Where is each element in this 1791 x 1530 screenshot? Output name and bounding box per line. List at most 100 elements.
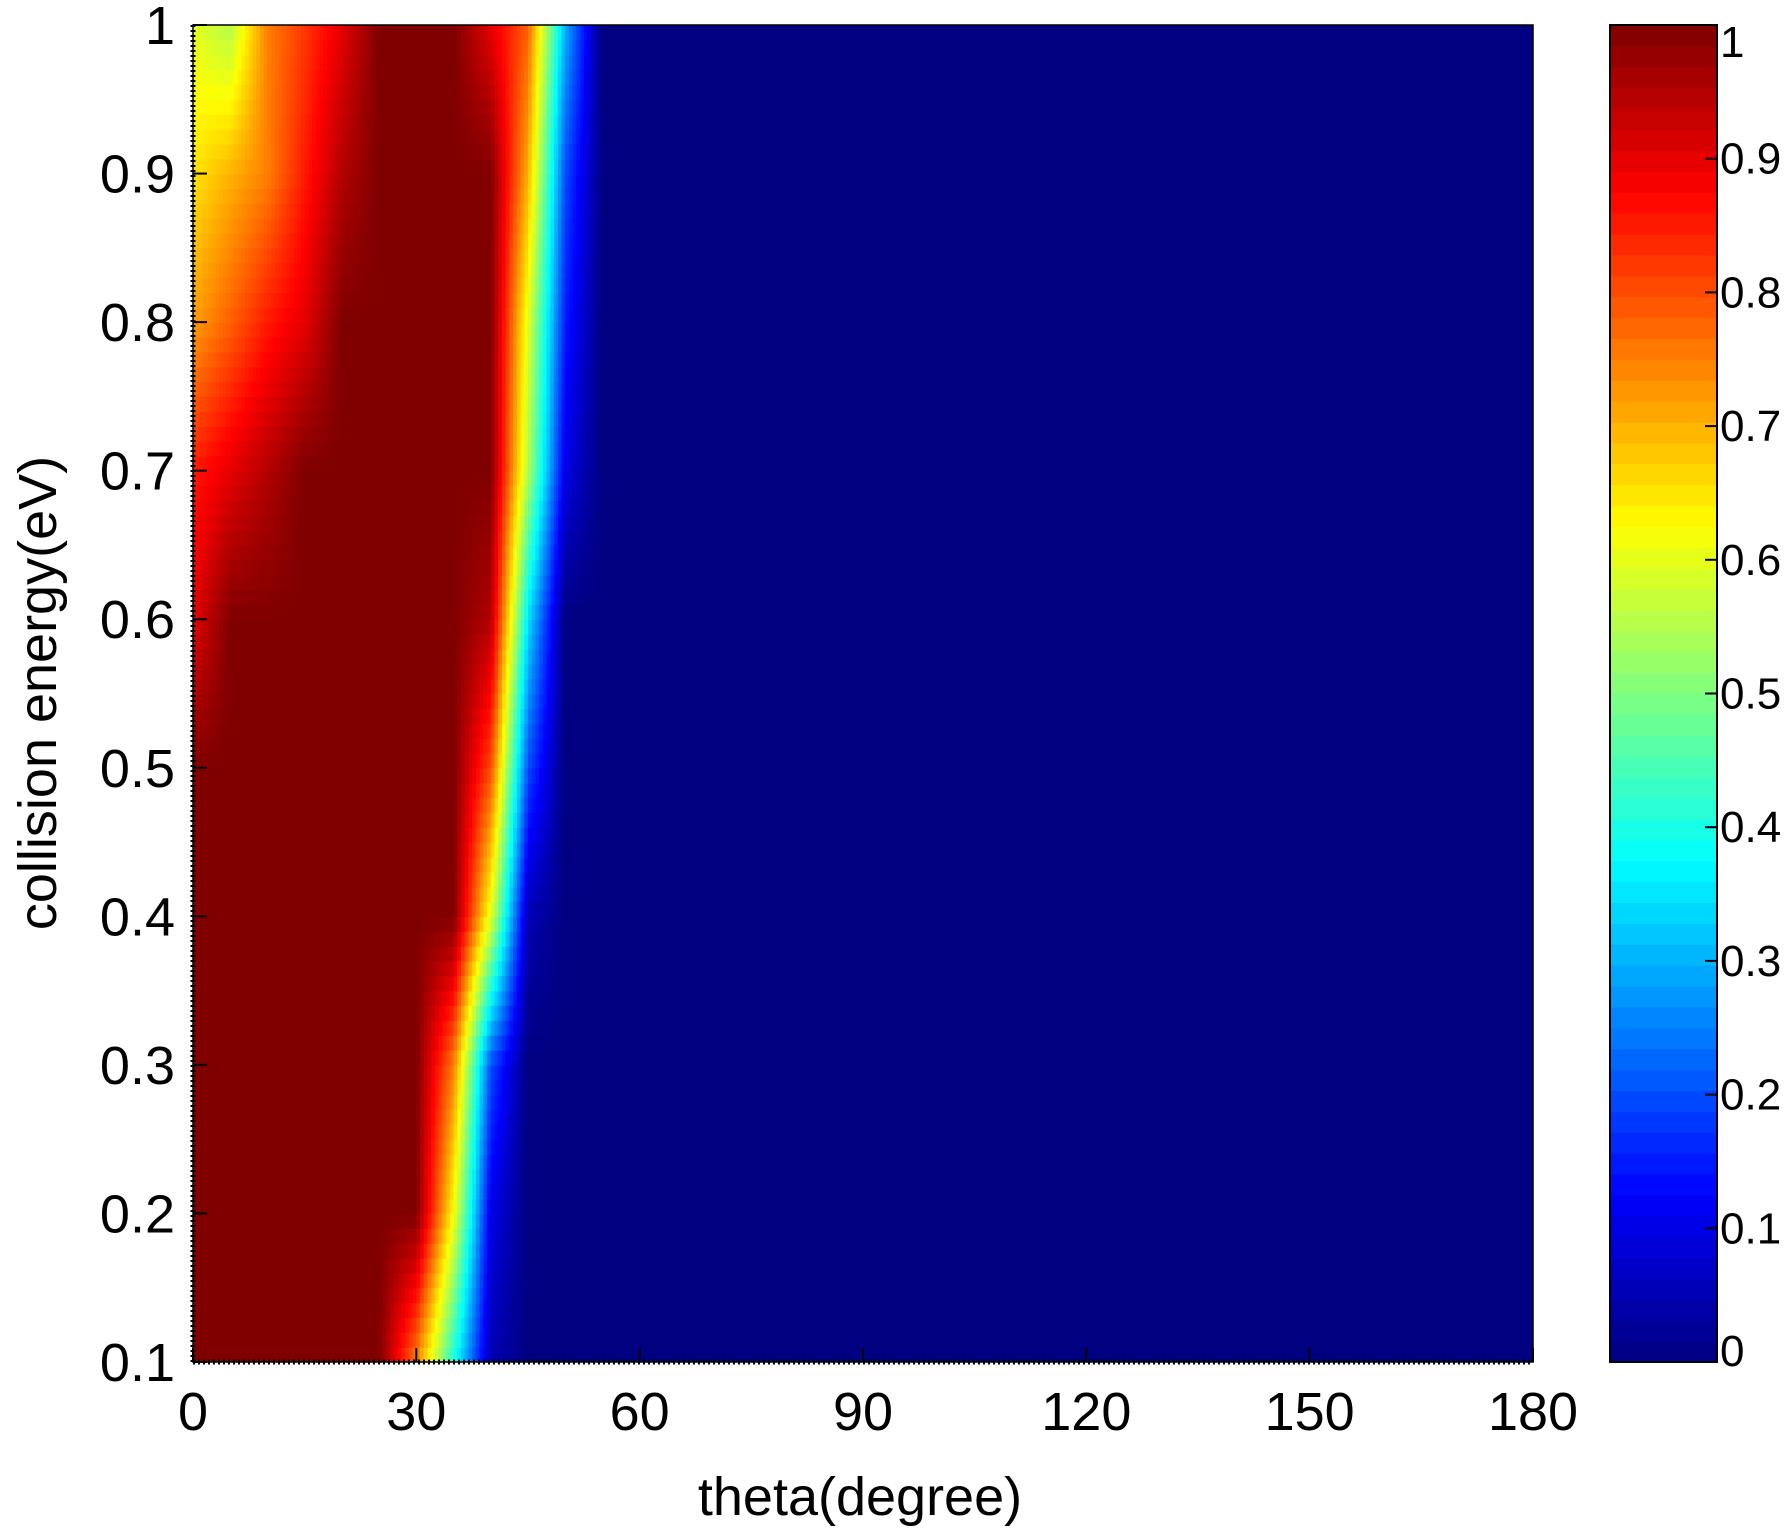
heatmap-cell xyxy=(341,812,347,828)
heatmap-cell xyxy=(449,1272,455,1289)
heatmap-cell xyxy=(271,871,276,888)
heatmap-cell xyxy=(207,856,213,873)
heatmap-cell xyxy=(568,1183,574,1200)
heatmap-cell xyxy=(278,1124,283,1140)
heatmap-cell xyxy=(546,1064,551,1081)
heatmap-cell xyxy=(304,1139,309,1155)
heatmap-cell xyxy=(397,1198,403,1215)
heatmap-cell xyxy=(568,797,574,813)
heatmap-cell xyxy=(487,1168,492,1185)
heatmap-cell xyxy=(356,871,362,888)
heatmap-cell xyxy=(345,871,350,888)
heatmap-cell xyxy=(487,1287,492,1304)
heatmap-cell xyxy=(386,1154,391,1170)
heatmap-cell xyxy=(595,723,600,739)
heatmap-cell xyxy=(565,975,570,992)
heatmap-cell xyxy=(394,1258,399,1274)
heatmap-cell xyxy=(580,1332,585,1348)
heatmap-cell xyxy=(334,1124,339,1140)
heatmap-cell xyxy=(464,827,470,843)
heatmap-cell xyxy=(248,990,254,1007)
heatmap-cell xyxy=(364,842,369,858)
heatmap-cell xyxy=(442,1050,447,1066)
heatmap-cell xyxy=(528,1228,533,1244)
heatmap-cell xyxy=(334,960,339,977)
heatmap-cell xyxy=(453,1213,458,1229)
heatmap-cell xyxy=(286,842,291,858)
heatmap-cell xyxy=(371,990,376,1007)
heatmap-cell xyxy=(308,827,313,843)
heatmap-cell xyxy=(252,1139,257,1155)
heatmap-cell xyxy=(572,901,577,917)
heatmap-cell xyxy=(271,1154,276,1170)
heatmap-cell xyxy=(345,1050,350,1066)
heatmap-cell xyxy=(215,1332,220,1348)
heatmap-cell xyxy=(204,916,209,932)
heatmap-cell xyxy=(356,856,362,873)
heatmap-cell xyxy=(542,1332,548,1348)
heatmap-cell xyxy=(587,752,592,769)
heatmap-cell xyxy=(420,693,425,709)
heatmap-cell xyxy=(241,1213,246,1229)
heatmap-cell xyxy=(282,871,287,888)
heatmap-cell xyxy=(464,886,470,903)
heatmap-cell xyxy=(446,812,451,828)
heatmap-cell xyxy=(241,901,246,917)
heatmap-cell xyxy=(233,738,239,754)
heatmap-cell xyxy=(475,1154,481,1170)
heatmap-cell xyxy=(557,1272,563,1289)
heatmap-cell xyxy=(334,1079,339,1096)
heatmap-cell xyxy=(312,782,317,799)
heatmap-cell xyxy=(297,1302,302,1319)
heatmap-cell xyxy=(498,1317,503,1333)
heatmap-cell xyxy=(531,1168,537,1185)
heatmap-cell xyxy=(312,693,317,709)
heatmap-cell xyxy=(505,693,510,709)
heatmap-cell xyxy=(267,975,272,992)
heatmap-cell xyxy=(211,1183,216,1200)
heatmap-cell xyxy=(334,946,339,962)
heatmap-cell xyxy=(505,842,510,858)
heatmap-cell xyxy=(528,1332,533,1348)
heatmap-cell xyxy=(416,1168,421,1185)
heatmap-cell xyxy=(483,708,488,724)
heatmap-cell xyxy=(479,1228,484,1244)
heatmap-cell xyxy=(293,1079,298,1096)
heatmap-cell xyxy=(297,990,302,1007)
heatmap-cell xyxy=(513,1124,518,1140)
heatmap-cell xyxy=(196,1035,202,1051)
heatmap-cell xyxy=(580,886,585,903)
heatmap-cell xyxy=(338,1243,343,1259)
heatmap-cell xyxy=(345,1094,350,1111)
heatmap-cell xyxy=(282,1347,287,1362)
heatmap-cell xyxy=(442,767,447,784)
heatmap-cell xyxy=(490,1035,496,1051)
heatmap-cell xyxy=(200,1005,205,1021)
heatmap-cell xyxy=(583,990,589,1007)
heatmap-cell xyxy=(319,752,324,769)
heatmap-cell xyxy=(401,1139,406,1155)
heatmap-cell xyxy=(260,1139,265,1155)
heatmap-cell xyxy=(323,1213,328,1229)
heatmap-cell xyxy=(286,782,291,799)
heatmap-cell xyxy=(341,1079,347,1096)
heatmap-cell xyxy=(457,1109,462,1125)
heatmap-cell xyxy=(468,1213,473,1229)
heatmap-cell xyxy=(420,886,425,903)
heatmap-cell xyxy=(431,871,436,888)
heatmap-cell xyxy=(379,797,384,813)
heatmap-cell xyxy=(245,812,250,828)
heatmap-cell xyxy=(367,856,373,873)
heatmap-cell xyxy=(501,1094,507,1111)
heatmap-cell xyxy=(408,1124,414,1140)
heatmap-cell xyxy=(248,738,254,754)
heatmap-cell xyxy=(487,1139,492,1155)
heatmap-cell xyxy=(472,1035,477,1051)
heatmap-cell xyxy=(319,1272,324,1289)
heatmap-cell xyxy=(230,752,235,769)
heatmap-cell xyxy=(568,1228,574,1244)
heatmap-cell xyxy=(487,842,492,858)
heatmap-cell xyxy=(576,1109,581,1125)
heatmap-cell xyxy=(408,1109,414,1125)
heatmap-cell xyxy=(207,1183,213,1200)
